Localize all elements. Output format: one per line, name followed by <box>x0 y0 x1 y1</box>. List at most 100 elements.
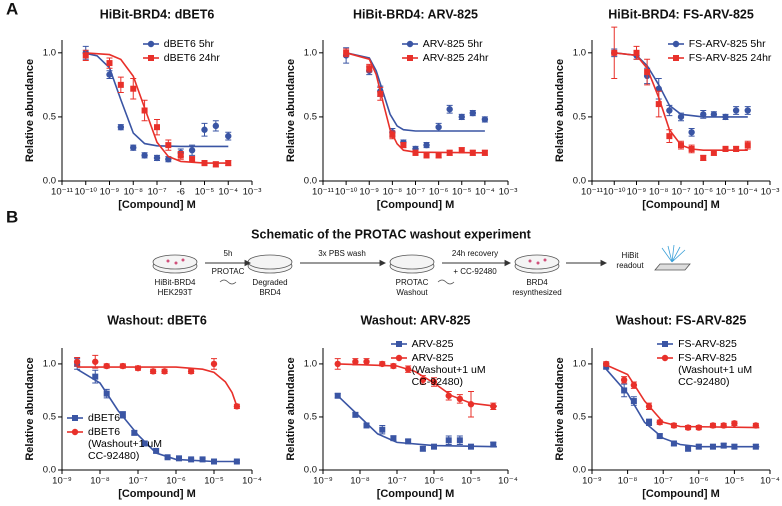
y-tick-label: 0.0 <box>43 176 56 187</box>
marker <box>92 373 99 380</box>
x-tick-label: 10⁻⁷ <box>671 187 691 198</box>
marker <box>177 152 184 159</box>
legend-label: ARV-825 <box>411 338 454 350</box>
y-tick-label: 0.5 <box>304 411 317 422</box>
x-tick-label: 10⁻⁶ <box>689 476 709 487</box>
legend-item: dBET6 5hr <box>142 38 220 50</box>
marker <box>670 440 677 447</box>
x-axis-label: [Compound] M <box>642 199 720 211</box>
x-tick-label: 10⁻⁹ <box>313 476 333 487</box>
marker <box>656 419 663 426</box>
y-axis-label: Relative abundance <box>24 357 36 460</box>
legend: ARV-825 ARV-825 (Washout+1 uM CC-92480) <box>390 338 486 390</box>
y-tick-label: 0.5 <box>43 411 56 422</box>
y-tick-label: 0.5 <box>573 411 586 422</box>
x-tick-label: 10⁻⁸ <box>350 476 370 487</box>
marker <box>199 456 206 463</box>
marker <box>161 368 168 375</box>
marker <box>700 111 707 118</box>
marker <box>334 360 341 368</box>
marker <box>678 142 684 149</box>
legend-swatch <box>667 55 684 61</box>
x-axis-label: [Compound] M <box>377 199 455 211</box>
marker <box>147 55 154 61</box>
marker <box>677 113 685 121</box>
y-axis-label: Relative abundance <box>554 59 566 162</box>
step-label: BRD4 <box>526 278 548 287</box>
marker <box>445 437 452 444</box>
marker <box>709 443 716 450</box>
x-tick-label: 10⁻¹¹ <box>581 187 603 198</box>
marker <box>189 156 196 163</box>
marker <box>666 107 673 114</box>
marker <box>423 152 430 159</box>
marker <box>419 445 426 452</box>
x-tick-label: 10⁻⁴ <box>738 187 758 198</box>
transition-label: 24h recovery <box>452 249 498 258</box>
x-tick-label: 10⁻⁸ <box>649 187 669 198</box>
x-tick-label: 10⁻⁷ <box>406 187 426 198</box>
marker <box>490 441 497 448</box>
marker <box>621 387 628 394</box>
marker <box>685 445 692 452</box>
marker <box>390 362 397 370</box>
marker <box>430 378 438 386</box>
legend-swatch <box>401 55 418 61</box>
chart-title: Washout: dBET6 <box>107 313 207 327</box>
marker <box>404 366 412 373</box>
legend-item: dBET6 24hr <box>142 52 220 64</box>
legend-item: dBET6 (Washout+1 uM CC-92480) <box>66 426 162 462</box>
marker <box>468 443 474 450</box>
marker <box>744 142 751 149</box>
x-tick-label: 10⁻⁹ <box>359 187 379 198</box>
marker <box>131 429 138 436</box>
marker <box>225 160 232 167</box>
x-tick-label: 10⁻⁹ <box>52 476 72 487</box>
legend-swatch <box>667 40 684 48</box>
marker <box>695 443 702 450</box>
marker <box>481 149 488 156</box>
marker <box>744 107 751 114</box>
y-tick-label: 1.0 <box>573 358 586 369</box>
y-tick-label: 0.5 <box>573 111 586 122</box>
marker <box>117 81 124 88</box>
marker <box>334 392 341 399</box>
x-tick-label: 10⁻⁵ <box>204 476 224 487</box>
legend-swatch <box>657 341 674 347</box>
transition-label: + CC-92480 <box>453 267 497 276</box>
legend-item: FS-ARV-825 (Washout+1 uM CC-92480) <box>656 352 752 388</box>
legend: dBET6 5hr dBET6 24hr <box>142 38 220 66</box>
marker <box>363 422 370 429</box>
x-tick-label: 10⁻⁹ <box>100 187 120 198</box>
x-tick-label: 10⁻⁶ <box>694 187 714 198</box>
legend-label: ARV-825 (Washout+1 uM CC-92480) <box>411 352 486 388</box>
marker <box>379 426 386 433</box>
transition-label: 5h <box>224 249 233 258</box>
y-tick-label: 0.0 <box>573 176 586 187</box>
y-tick-label: 1.0 <box>304 47 317 58</box>
x-axis-label: [Compound] M <box>377 488 455 500</box>
marker <box>225 132 232 140</box>
marker <box>395 354 402 362</box>
marker <box>644 69 651 76</box>
x-tick-label: 10⁻⁴ <box>475 187 495 198</box>
marker <box>130 85 137 92</box>
marker <box>233 403 241 410</box>
marker <box>458 113 465 121</box>
legend-label: ARV-825 5hr <box>422 38 483 50</box>
marker <box>390 435 397 442</box>
x-tick-label: 10⁻⁸ <box>618 476 638 487</box>
marker <box>446 106 453 113</box>
x-tick-label: 10⁻⁴ <box>242 476 262 487</box>
marker <box>419 376 427 384</box>
x-tick-label: 10⁻⁶ <box>166 476 186 487</box>
marker <box>655 101 662 108</box>
x-tick-label: 10⁻⁵ <box>716 187 736 198</box>
marker <box>176 455 183 462</box>
fit-curve <box>345 52 485 132</box>
legend: ARV-825 5hr ARV-825 24hr <box>401 38 488 66</box>
marker <box>211 458 217 465</box>
marker <box>710 149 717 156</box>
